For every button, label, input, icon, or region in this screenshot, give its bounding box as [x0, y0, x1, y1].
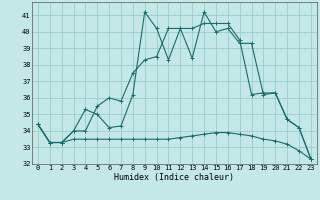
- X-axis label: Humidex (Indice chaleur): Humidex (Indice chaleur): [115, 173, 234, 182]
